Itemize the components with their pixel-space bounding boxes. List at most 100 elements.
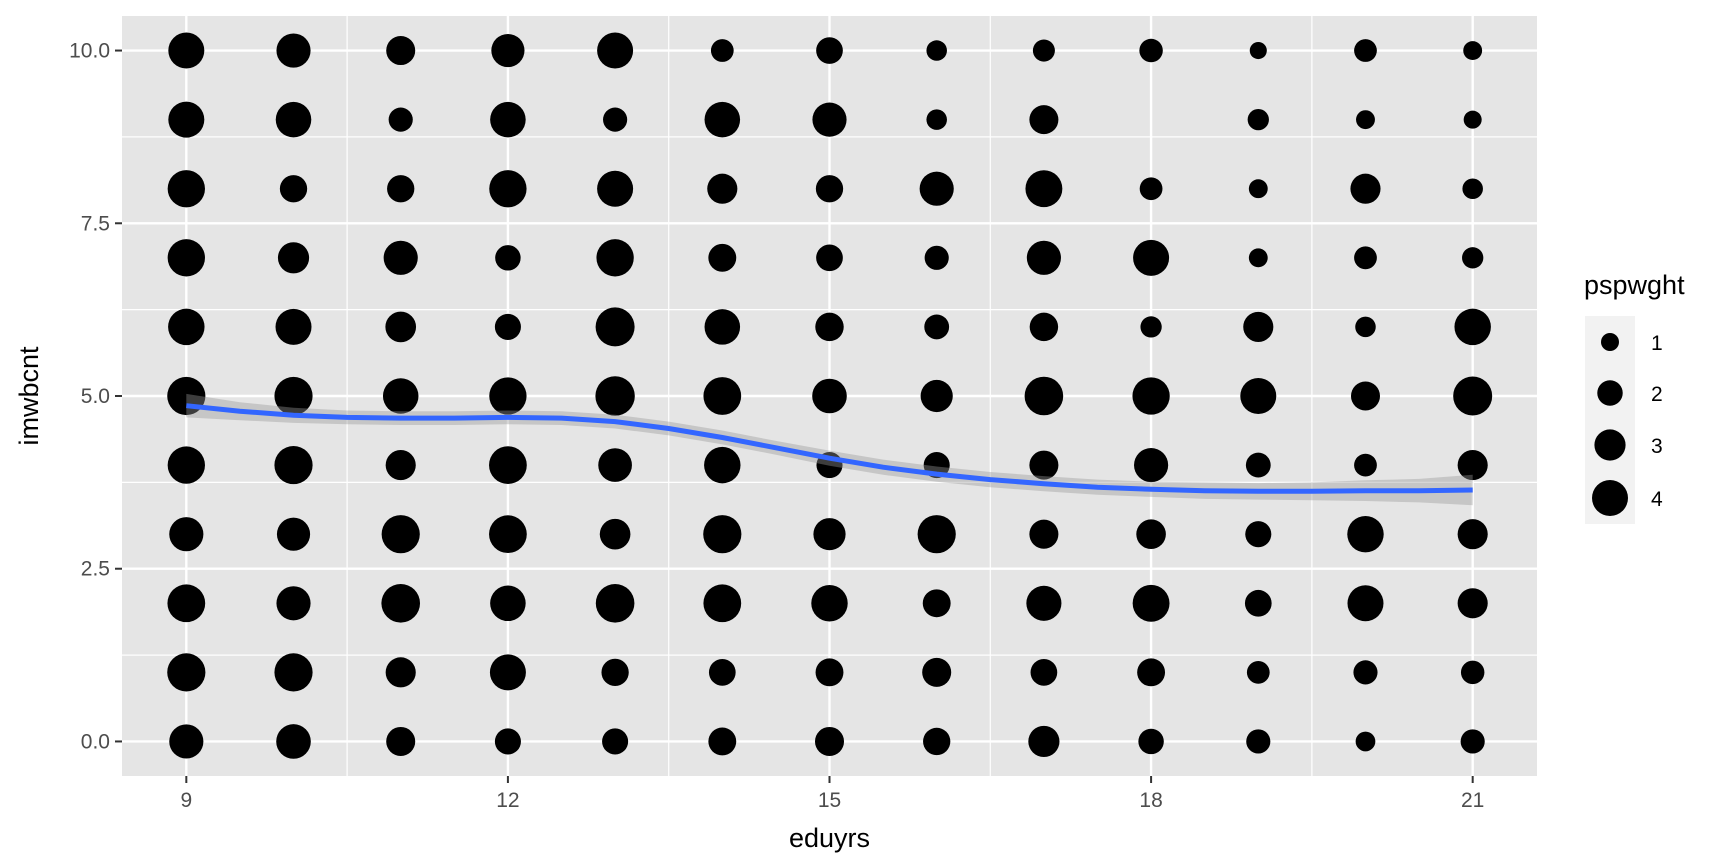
data-point	[169, 724, 204, 759]
data-point	[385, 311, 417, 343]
data-point	[1025, 170, 1063, 208]
data-point	[276, 517, 311, 551]
data-point	[167, 584, 206, 623]
data-point	[1029, 312, 1059, 342]
x-tick-label: 18	[1139, 789, 1162, 812]
smooth-confidence-band	[186, 393, 1473, 506]
legend-label: 2	[1651, 383, 1663, 406]
data-point	[1463, 110, 1482, 129]
data-point	[494, 728, 521, 755]
data-point	[489, 515, 527, 554]
data-point	[489, 170, 527, 208]
data-point	[1139, 177, 1163, 201]
data-point	[1462, 178, 1483, 199]
data-point	[1030, 659, 1058, 686]
data-point	[1347, 585, 1384, 622]
x-tick-label: 15	[818, 789, 841, 812]
data-point	[1353, 660, 1378, 685]
data-point	[1463, 41, 1483, 60]
data-point	[603, 107, 628, 132]
data-point	[815, 658, 844, 687]
x-tick-label: 12	[496, 789, 519, 812]
legend-label: 4	[1651, 488, 1663, 511]
data-point	[704, 101, 741, 138]
data-point	[814, 726, 845, 756]
data-point	[917, 515, 956, 554]
data-point	[385, 450, 416, 481]
legend-key-point	[1592, 480, 1628, 516]
data-point	[703, 584, 742, 623]
data-point	[167, 170, 205, 208]
data-point	[276, 33, 311, 68]
data-point	[599, 518, 631, 550]
data-point	[922, 657, 952, 687]
data-point	[383, 240, 418, 275]
data-point	[812, 102, 847, 137]
data-point	[703, 515, 742, 554]
data-point	[1243, 311, 1274, 342]
data-point	[167, 653, 206, 692]
data-point	[1244, 589, 1272, 617]
y-tick-label: 10.0	[69, 40, 110, 63]
data-point	[1139, 38, 1163, 63]
data-point	[168, 32, 205, 69]
data-point	[169, 517, 204, 552]
data-point	[382, 378, 419, 414]
size-legend: pspwght 1 2 3 4	[1584, 270, 1685, 524]
data-point	[489, 654, 526, 691]
data-point	[1245, 521, 1272, 548]
x-axis-title: eduyrs	[789, 823, 870, 853]
legend-label: 1	[1651, 332, 1663, 355]
x-axis: 9 12 15 18 21	[180, 776, 1484, 812]
y-axis-title: imwbcnt	[14, 346, 44, 446]
data-point	[1247, 108, 1269, 131]
legend-label: 3	[1651, 435, 1663, 458]
y-tick-label: 7.5	[81, 212, 110, 235]
data-point	[167, 239, 205, 277]
data-point	[489, 446, 527, 484]
data-point	[489, 377, 527, 415]
data-point	[708, 243, 737, 272]
x-tick-label: 9	[180, 789, 192, 812]
data-point	[274, 653, 313, 692]
data-point	[596, 239, 634, 277]
data-points	[167, 32, 1493, 759]
data-point	[816, 244, 843, 272]
data-point	[1024, 376, 1064, 416]
data-point	[595, 583, 635, 623]
data-point	[597, 32, 634, 69]
data-point	[1137, 658, 1166, 687]
data-point	[388, 107, 413, 132]
data-point	[1132, 377, 1170, 415]
data-point	[816, 37, 843, 64]
legend-key-point	[1594, 429, 1626, 461]
data-point	[1240, 378, 1277, 414]
data-point	[1138, 728, 1164, 755]
data-point	[1354, 246, 1377, 270]
data-point	[1355, 731, 1376, 752]
data-point	[598, 448, 632, 482]
data-point	[1246, 729, 1271, 754]
data-point	[1140, 316, 1162, 338]
data-point	[811, 585, 848, 622]
data-point	[1355, 316, 1376, 338]
data-point	[1134, 448, 1169, 483]
data-point	[924, 245, 949, 270]
data-point	[923, 727, 951, 756]
data-point	[490, 101, 526, 138]
data-point	[381, 515, 420, 554]
data-point	[708, 659, 736, 686]
data-point	[704, 309, 741, 345]
data-point	[1460, 660, 1485, 685]
data-point	[491, 33, 525, 68]
data-point	[1354, 39, 1377, 62]
data-point	[710, 39, 734, 62]
data-point	[704, 446, 741, 484]
data-point	[1246, 660, 1270, 684]
data-point	[277, 242, 310, 274]
data-point	[1245, 452, 1271, 478]
data-point	[924, 314, 950, 340]
data-point	[920, 379, 953, 413]
data-point	[1248, 248, 1268, 268]
